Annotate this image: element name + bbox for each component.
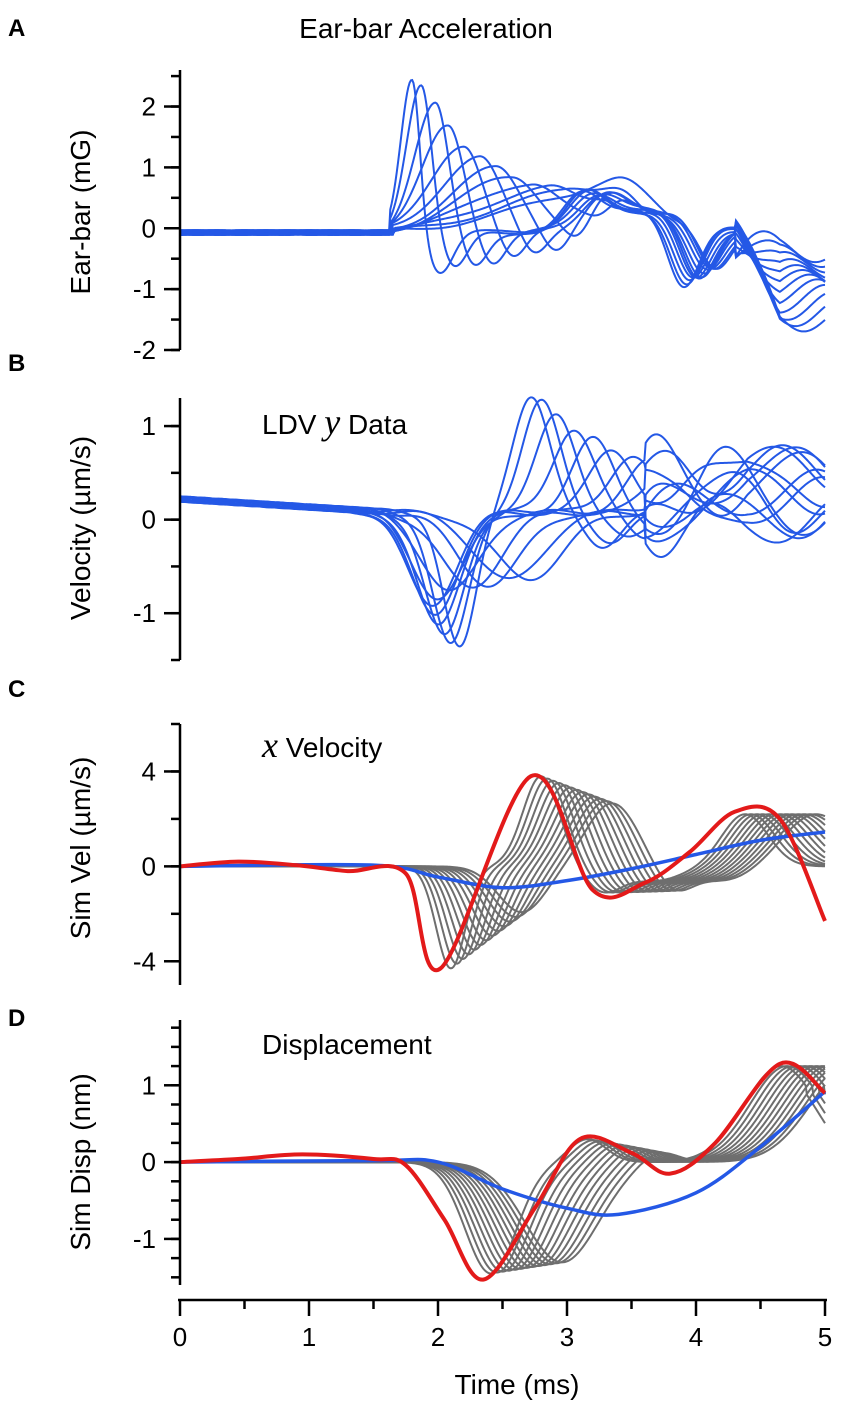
panel-a-y-tick-label: 1: [142, 152, 156, 182]
panel-b: B LDV y Data 1 0 -1 Velocity (µm/s): [8, 350, 826, 662]
panel-b-series-line: [179, 445, 826, 580]
panel-a-series-line: [179, 176, 826, 270]
panel-b-letter: B: [8, 350, 25, 377]
panel-d-y-tick-label: 0: [142, 1147, 156, 1177]
panel-c-red-series-line: [179, 773, 827, 973]
panel-b-y-tick-label: 1: [142, 411, 156, 441]
panel-b-series-line: [179, 444, 826, 589]
panel-a-series-line: [179, 78, 826, 333]
panel-d-gray-series-line: [180, 1065, 826, 1268]
x-tick-label: 3: [560, 1322, 574, 1352]
panel-d-gray-series-line: [180, 1065, 826, 1269]
panel-c-blue-series-line: [179, 830, 826, 890]
panel-b-y-tick-label: -1: [133, 598, 156, 628]
panel-c-gray-series-line: [180, 775, 826, 970]
x-axis: 0 1 2 3 4 5: [173, 1298, 832, 1352]
panel-b-title: LDV y Data: [262, 402, 408, 442]
panel-b-traces: [179, 396, 826, 648]
panel-d-gray-series-line: [180, 1065, 826, 1268]
panel-c-y-axis: 4 0 -4: [133, 722, 182, 985]
panel-d-gray-series-line: [180, 1071, 826, 1266]
panel-a-series-line: [179, 84, 826, 328]
panel-c-y-tick-label: -4: [133, 946, 156, 976]
panel-a-ylabel: Ear-bar (mG): [65, 130, 96, 295]
panel-c-title: x Velocity: [261, 725, 382, 765]
panel-a-traces: [179, 78, 826, 333]
panel-d-traces: [179, 1060, 827, 1282]
panel-c: C x Velocity 4 0 -4 Sim Vel (µm/s): [8, 676, 827, 985]
panel-b-series-line: [179, 429, 826, 626]
panel-c-ylabel: Sim Vel (µm/s): [65, 757, 96, 940]
panel-d-y-tick-label: 1: [142, 1070, 156, 1100]
panel-d-red-series-line: [179, 1060, 827, 1282]
panel-a-series-line: [179, 165, 826, 283]
panel-a-y-tick-label: -1: [133, 274, 156, 304]
panel-c-y-tick-label: 4: [142, 756, 156, 786]
x-axis-label: Time (ms): [455, 1369, 580, 1400]
panel-d-gray-series-line: [180, 1065, 826, 1270]
panel-a-title: Ear-bar Acceleration: [299, 13, 553, 44]
panel-b-series-line: [179, 433, 826, 592]
panel-b-ylabel: Velocity (µm/s): [65, 436, 96, 620]
x-tick-label: 5: [818, 1322, 832, 1352]
x-tick-label: 0: [173, 1322, 187, 1352]
panel-a-letter: A: [8, 15, 25, 42]
x-tick-label: 1: [302, 1322, 316, 1352]
panel-b-y-axis: 1 0 -1: [133, 398, 182, 662]
panel-c-traces: [179, 773, 827, 973]
panel-a-y-tick-label: 2: [142, 92, 156, 122]
panel-c-y-tick-label: 0: [142, 851, 156, 881]
panel-d-y-axis: 1 0 -1: [133, 1020, 182, 1285]
panel-c-letter: C: [8, 676, 25, 703]
panel-d-title: Displacement: [262, 1029, 432, 1060]
panel-a-y-tick-label: 0: [142, 213, 156, 243]
panel-b-y-tick-label: 0: [142, 505, 156, 535]
panel-a-series-line: [179, 145, 826, 305]
panel-d-gray-series-line: [180, 1067, 826, 1267]
x-tick-label: 4: [689, 1322, 703, 1352]
panel-d-y-tick-label: -1: [133, 1224, 156, 1254]
panel-a-y-axis: 2 1 0 -1 -2: [133, 70, 182, 365]
panel-a: A Ear-bar Acceleration 2 1 0 -1 -2 Ear-bar (…: [8, 13, 826, 365]
panel-b-series-line: [180, 449, 826, 607]
panel-b-series-line: [179, 471, 826, 582]
panel-a-y-tick-label: -2: [133, 335, 156, 365]
x-tick-label: 2: [431, 1322, 445, 1352]
panel-d: D Displacement 1 0 -1 Sim Disp (nm): [8, 1005, 827, 1285]
panel-d-letter: D: [8, 1005, 25, 1032]
panel-a-series-line: [179, 124, 826, 314]
panel-d-ylabel: Sim Disp (nm): [65, 1073, 96, 1250]
